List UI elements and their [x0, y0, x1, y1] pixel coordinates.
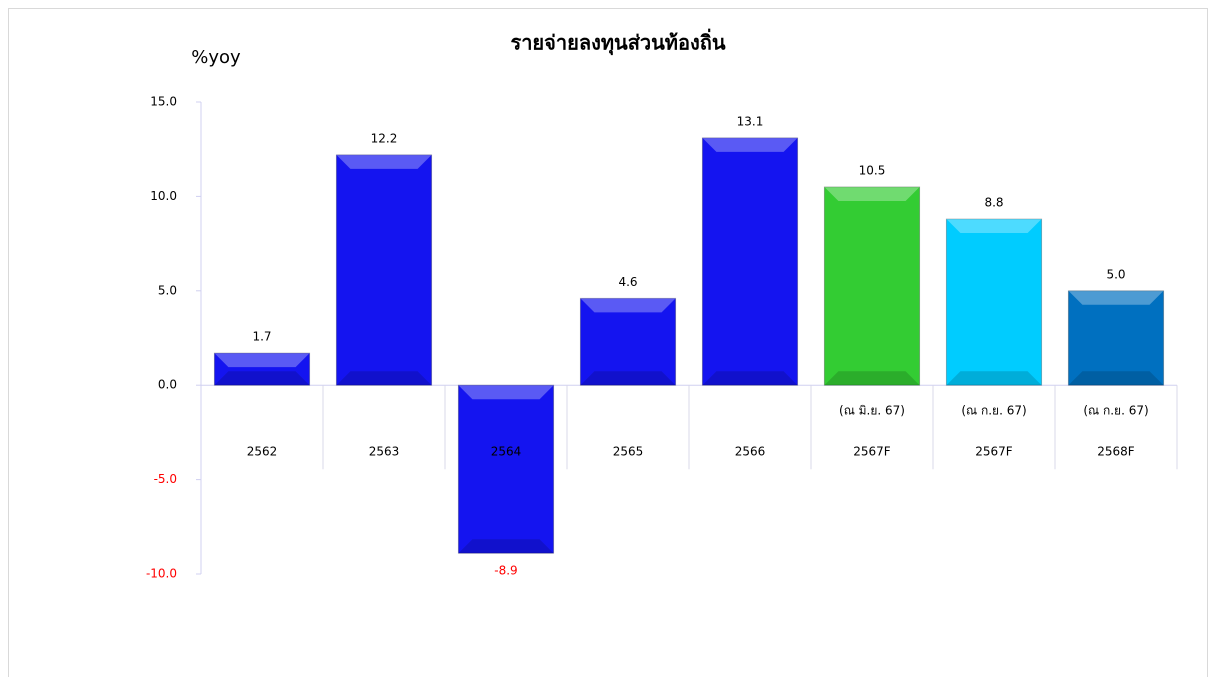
value-label: 4.6: [618, 275, 637, 289]
bar: [213, 352, 311, 386]
bar: [701, 137, 799, 386]
bar-bevel: [580, 298, 676, 313]
y-tick-label: 10.0: [150, 189, 177, 203]
value-label: -8.9: [494, 564, 517, 578]
bar: [945, 218, 1043, 386]
bar-bevel: [824, 186, 920, 201]
value-label: 8.8: [984, 196, 1003, 210]
y-tick-label: -5.0: [154, 472, 177, 486]
bar-bevel: [336, 154, 432, 169]
bar: [335, 154, 433, 386]
bar-bevel: [580, 371, 676, 386]
bar: [823, 186, 921, 386]
bar-bevel: [214, 371, 310, 386]
bar-bevel: [1068, 290, 1164, 305]
bar: [579, 297, 677, 386]
bar-bevel: [1068, 371, 1164, 386]
y-axis-label: %yoy: [191, 47, 241, 68]
y-tick-label: 5.0: [158, 283, 177, 297]
bar-bevel: [214, 353, 310, 368]
x-tick-label: 2568F: [1097, 445, 1135, 459]
y-tick-label: 0.0: [158, 378, 177, 392]
x-tick-label: 2562: [247, 445, 278, 459]
value-label: 12.2: [371, 131, 398, 145]
x-tick-note: (ณ มิ.ย. 67): [839, 404, 905, 418]
bar-bevel: [702, 371, 798, 386]
bar-bevel: [946, 219, 1042, 234]
bar-bevel: [824, 371, 920, 386]
bar-bevel: [336, 371, 432, 386]
bar-bevel: [702, 137, 798, 152]
x-tick-note: (ณ ก.ย. 67): [961, 404, 1026, 418]
x-tick-label: 2567F: [853, 445, 891, 459]
y-tick-label: -10.0: [146, 567, 177, 581]
bar: [1067, 290, 1165, 386]
chart-frame: [8, 8, 1208, 677]
bar-bevel: [946, 371, 1042, 386]
bar-bevel: [458, 539, 554, 554]
value-label: 10.5: [859, 163, 886, 177]
x-tick-label: 2565: [613, 445, 644, 459]
y-tick-label: 15.0: [150, 95, 177, 109]
value-label: 13.1: [737, 114, 764, 128]
x-tick-label: 2564: [491, 445, 522, 459]
chart-title: รายจ่ายลงทุนส่วนท้องถิ่น: [510, 28, 725, 56]
value-label: 1.7: [252, 330, 271, 344]
x-tick-note: (ณ ก.ย. 67): [1083, 404, 1148, 418]
x-tick-label: 2566: [735, 445, 766, 459]
x-tick-label: 2563: [369, 445, 400, 459]
bar-bevel: [458, 385, 554, 400]
x-tick-label: 2567F: [975, 445, 1013, 459]
value-label: 5.0: [1106, 267, 1125, 281]
bar: [457, 384, 555, 554]
